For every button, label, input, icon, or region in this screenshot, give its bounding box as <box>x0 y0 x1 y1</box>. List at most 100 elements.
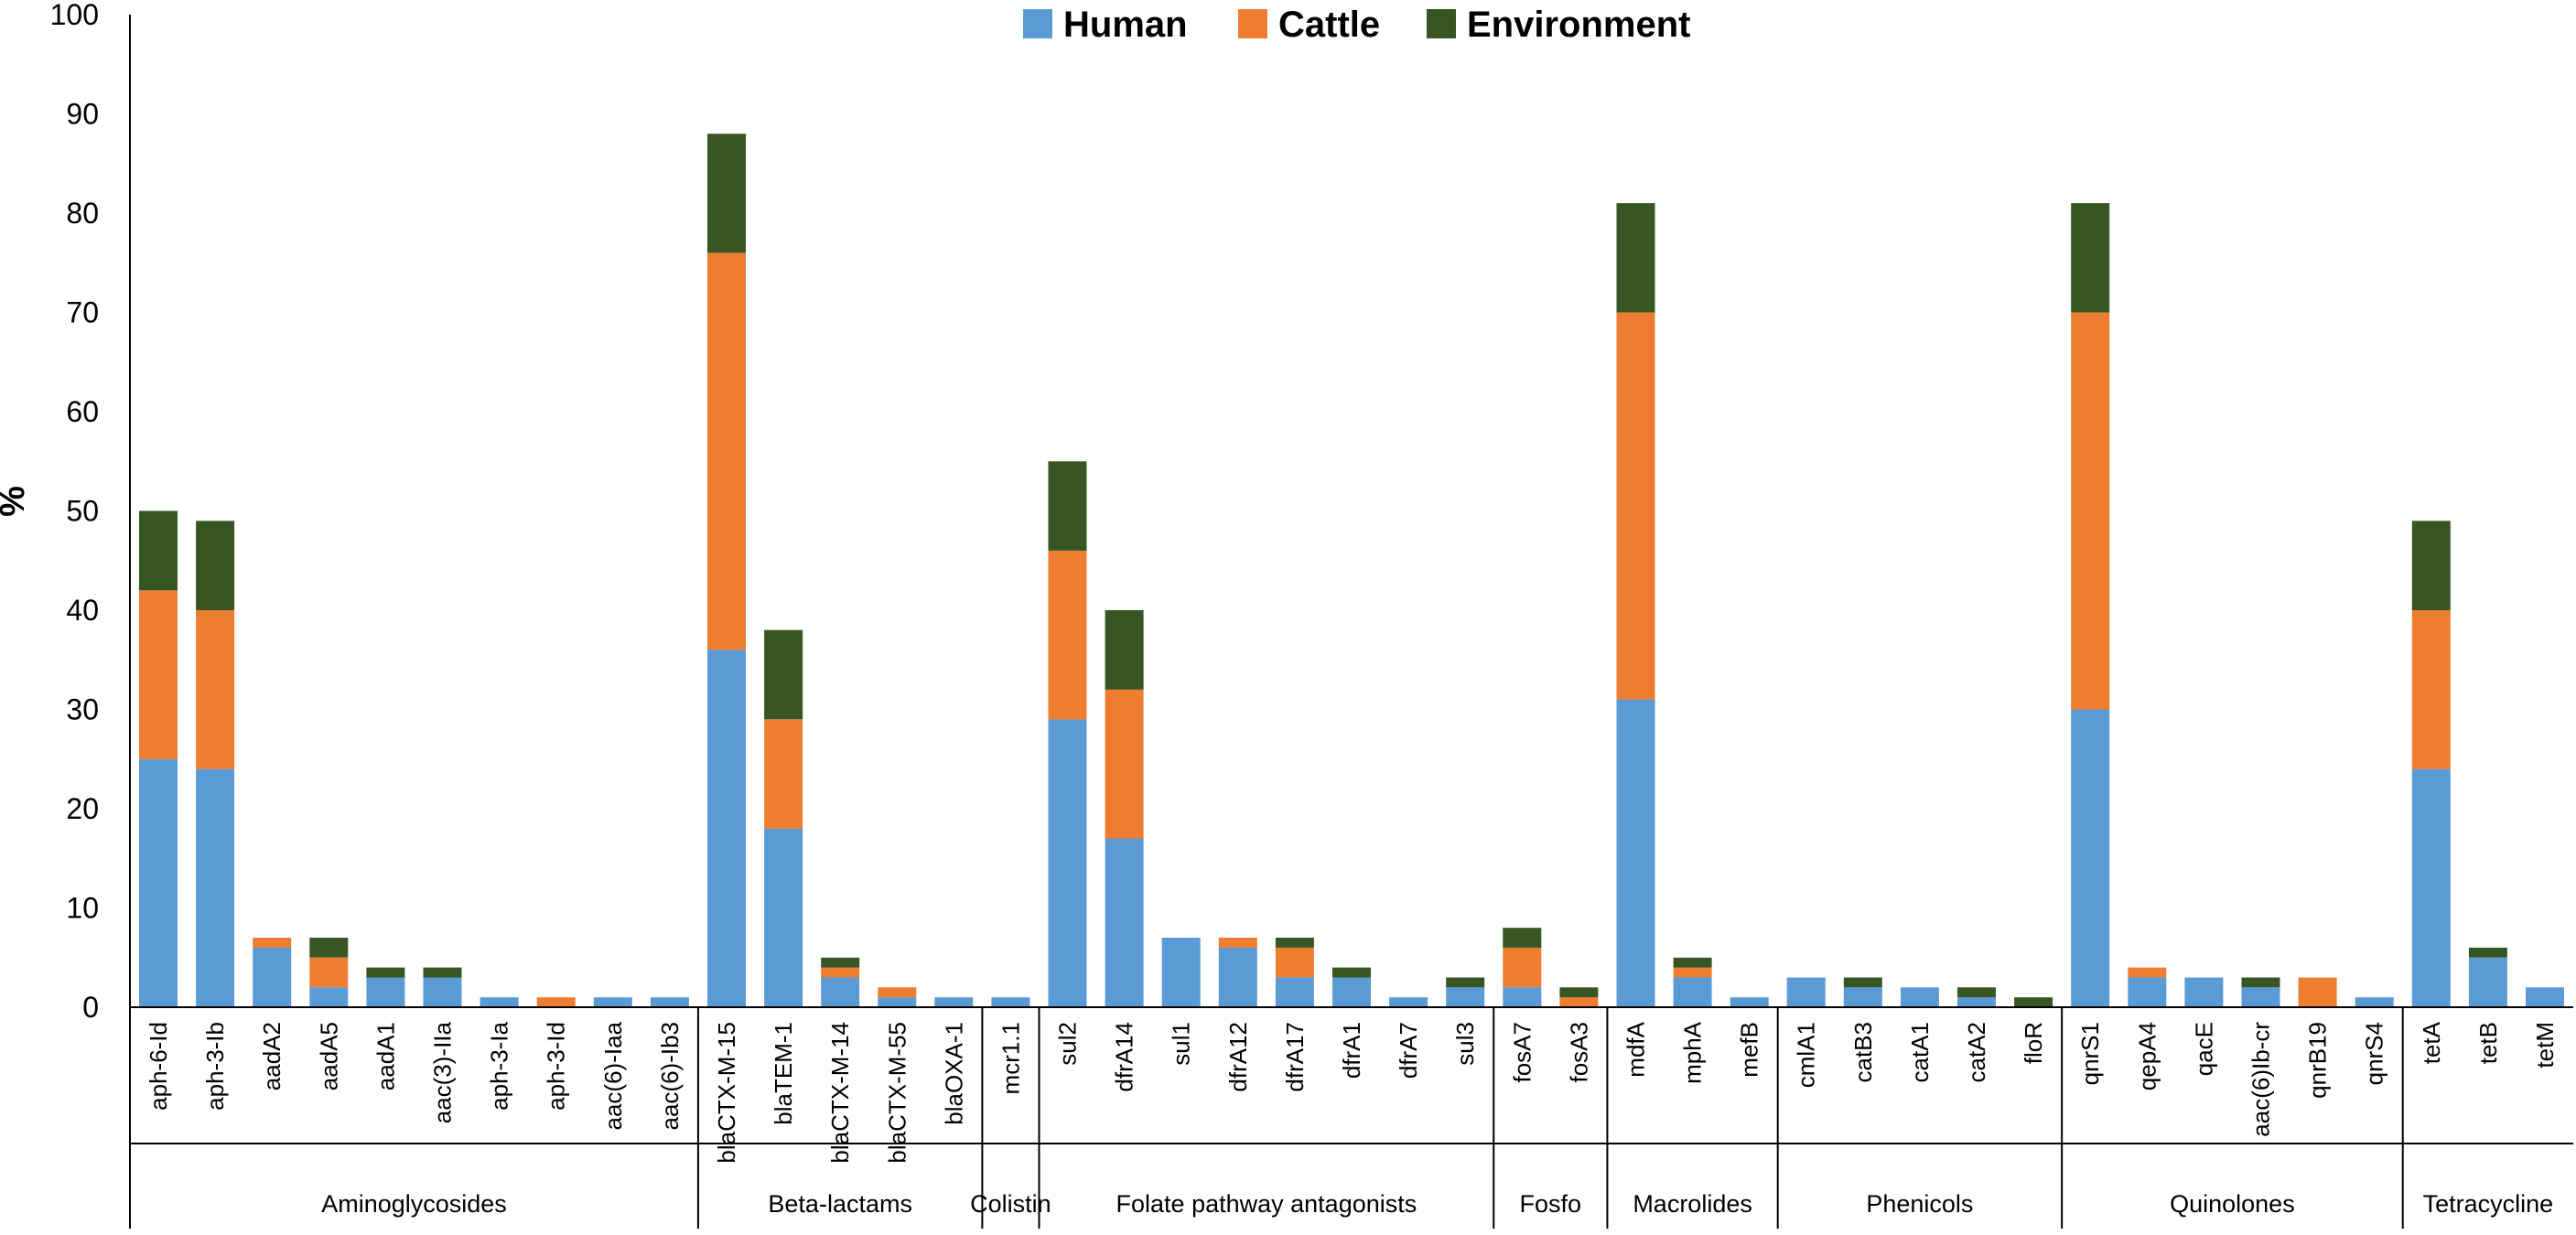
x-tick-label: qepA4 <box>2133 1022 2161 1090</box>
bar-segment-cattle-blaCTX-M-14 <box>821 967 860 978</box>
x-tick-label: blaOXA-1 <box>940 1022 967 1125</box>
bar-segment-human-dfrA1 <box>1332 977 1371 1007</box>
x-tick-label: dfrA7 <box>1395 1022 1422 1079</box>
bar-segment-human-fosA7 <box>1503 987 1542 1007</box>
x-tick-label: aph-6-Id <box>145 1022 172 1111</box>
y-tick-label: 70 <box>66 296 99 329</box>
group-label: Fosfo <box>1520 1190 1582 1218</box>
bar-segment-cattle-aadA5 <box>309 957 349 988</box>
bar-segment-human-aadA2 <box>253 947 292 1007</box>
x-tick-label: fosA7 <box>1508 1022 1536 1083</box>
bar-segment-cattle-blaCTX-M-15 <box>707 252 746 650</box>
bar-segment-cattle-blaCTX-M-55 <box>878 987 917 998</box>
x-tick-label: aadA1 <box>372 1022 399 1090</box>
bar-segment-human-aac(3)-IIa <box>423 977 462 1007</box>
legend-swatch-cattle <box>1238 9 1267 38</box>
x-tick-label: aac(3)-IIa <box>429 1021 457 1123</box>
x-tick-label: qnrB19 <box>2304 1022 2332 1099</box>
group-label: Macrolides <box>1633 1190 1752 1218</box>
bar-segment-human-tetB <box>2468 957 2507 1008</box>
bar-segment-environment-aph-6-Id <box>139 510 178 591</box>
bar-segment-environment-aac(3)-IIa <box>423 967 462 978</box>
x-tick-label: catB3 <box>1849 1022 1877 1083</box>
bar-segment-cattle-sul2 <box>1048 550 1087 720</box>
bar-segment-human-sul3 <box>1446 987 1485 1007</box>
bar-segment-human-aadA1 <box>366 977 405 1007</box>
group-label: Quinolones <box>2170 1190 2295 1218</box>
bar-segment-cattle-mdfA <box>1616 312 1655 700</box>
bar-segment-human-blaCTX-M-14 <box>821 977 860 1007</box>
bar-segment-human-cmlA1 <box>1786 977 1826 1007</box>
x-tick-label: blaTEM-1 <box>770 1022 797 1125</box>
group-label: Beta-lactams <box>768 1190 912 1218</box>
y-tick-label: 60 <box>66 395 99 428</box>
bar-segment-environment-mphA <box>1673 957 1712 968</box>
bar-segment-environment-sul2 <box>1048 461 1087 551</box>
bar-segment-human-mphA <box>1673 977 1712 1007</box>
bar-segment-human-tetA <box>2411 768 2451 1007</box>
x-tick-label: aph-3-Ib <box>201 1022 229 1111</box>
y-tick-label: 20 <box>66 792 99 825</box>
y-axis-group: 0 10 20 30 40 50 60 70 80 90 100 <box>50 0 131 1229</box>
bar-segment-environment-blaCTX-M-15 <box>707 134 746 253</box>
group-label: Phenicols <box>1866 1190 1973 1218</box>
bar-segment-environment-fosA7 <box>1503 928 1542 948</box>
x-tick-label: sul1 <box>1168 1022 1195 1066</box>
bar-segment-human-catA1 <box>1900 987 1939 1007</box>
bar-segment-environment-dfrA14 <box>1105 610 1144 690</box>
bar-segment-human-aac(6)-Iaa <box>593 997 632 1007</box>
bar-segment-environment-tetB <box>2468 947 2507 958</box>
legend-swatch-human <box>1023 9 1052 38</box>
x-tick-label: floR <box>2020 1022 2047 1064</box>
bar-segment-human-mdfA <box>1616 699 1655 1007</box>
x-tick-label: dfrA12 <box>1224 1022 1252 1092</box>
group-label: Colistin <box>970 1190 1051 1218</box>
y-tick-label: 10 <box>66 892 99 925</box>
bar-segment-cattle-mphA <box>1673 967 1712 978</box>
bar-segment-cattle-aph-6-Id <box>139 590 178 759</box>
bar-segment-cattle-dfrA12 <box>1218 938 1257 948</box>
bar-segment-environment-sul3 <box>1446 977 1485 988</box>
bar-segment-cattle-qnrB19 <box>2298 977 2337 1007</box>
x-tick-label: mphA <box>1679 1021 1707 1084</box>
x-tick-label: blaCTX-M-55 <box>883 1022 911 1164</box>
bar-segment-human-mefB <box>1730 997 1769 1007</box>
x-tick-label: aac(6)-Iaa <box>599 1021 627 1130</box>
legend: Human Cattle Environment <box>1023 5 1690 45</box>
x-tick-label: mdfA <box>1622 1021 1650 1077</box>
legend-label-cattle: Cattle <box>1278 5 1380 45</box>
bar-segment-environment-aph-3-Ib <box>196 521 235 610</box>
bar-segment-environment-aac(6)Ib-cr <box>2241 977 2280 988</box>
bar-segment-human-catB3 <box>1843 987 1882 1007</box>
bar-segment-environment-catB3 <box>1843 977 1882 988</box>
x-tick-label: mefB <box>1736 1022 1763 1078</box>
bar-segment-cattle-fosA7 <box>1503 947 1542 988</box>
bar-segment-environment-catA2 <box>1957 987 1996 998</box>
group-label: Folate pathway antagonists <box>1116 1190 1417 1218</box>
bar-segment-human-sul1 <box>1161 938 1201 1007</box>
bar-segment-cattle-aadA2 <box>253 938 292 948</box>
bar-segment-human-aac(6)Ib-cr <box>2241 987 2280 1007</box>
bar-segment-human-aph-3-Ib <box>196 768 235 1007</box>
x-tick-label: dfrA1 <box>1338 1022 1365 1079</box>
x-tick-label: dfrA17 <box>1281 1022 1309 1092</box>
x-tick-label: mcr1.1 <box>997 1022 1024 1094</box>
bar-segment-cattle-fosA3 <box>1559 997 1599 1007</box>
x-tick-label: aph-3-Id <box>543 1022 570 1111</box>
bar-segment-environment-qnrS1 <box>2071 203 2110 313</box>
bar-segment-environment-floR <box>2014 997 2053 1007</box>
y-axis-title: % <box>0 486 32 517</box>
y-tick-label: 100 <box>50 0 99 31</box>
y-tick-label: 30 <box>66 693 99 726</box>
bar-segment-cattle-qepA4 <box>2128 967 2167 978</box>
legend-swatch-environment <box>1427 9 1456 38</box>
group-label: Aminoglycosides <box>321 1190 507 1218</box>
x-tick-label: aac(6)Ib-cr <box>2247 1022 2275 1137</box>
bar-segment-environment-mdfA <box>1616 203 1655 313</box>
bar-segment-human-aph-3-Ia <box>480 997 519 1007</box>
bar-segment-human-blaCTX-M-15 <box>707 650 746 1007</box>
bar-segment-cattle-tetA <box>2411 610 2451 769</box>
bar-segment-environment-dfrA17 <box>1275 938 1314 948</box>
bar-segment-human-blaTEM-1 <box>764 828 803 1007</box>
